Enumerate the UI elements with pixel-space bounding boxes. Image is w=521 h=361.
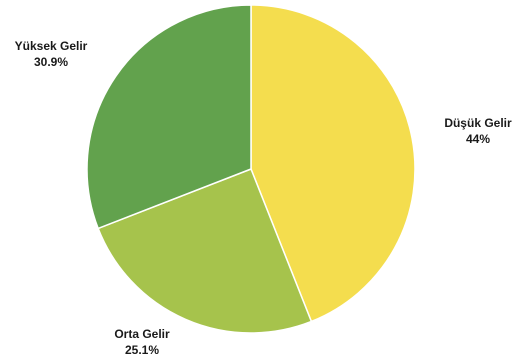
slice-category-label: Yüksek Gelir bbox=[15, 39, 88, 53]
slice-value-label: 25.1% bbox=[125, 343, 159, 357]
pie-slices bbox=[86, 4, 416, 334]
slice-category-label: Orta Gelir bbox=[114, 327, 170, 341]
pie-slice-3 bbox=[86, 4, 252, 230]
pie-slice-1 bbox=[250, 4, 416, 323]
pie-slice-2 bbox=[97, 168, 313, 334]
pie-labels: Düşük Gelir 44% Orta Gelir 25.1% Yüksek Geli… bbox=[15, 39, 512, 357]
slice-category-label: Düşük Gelir bbox=[444, 116, 512, 130]
slice-value-label: 30.9% bbox=[34, 55, 68, 69]
slice-value-label: 44% bbox=[466, 132, 490, 146]
